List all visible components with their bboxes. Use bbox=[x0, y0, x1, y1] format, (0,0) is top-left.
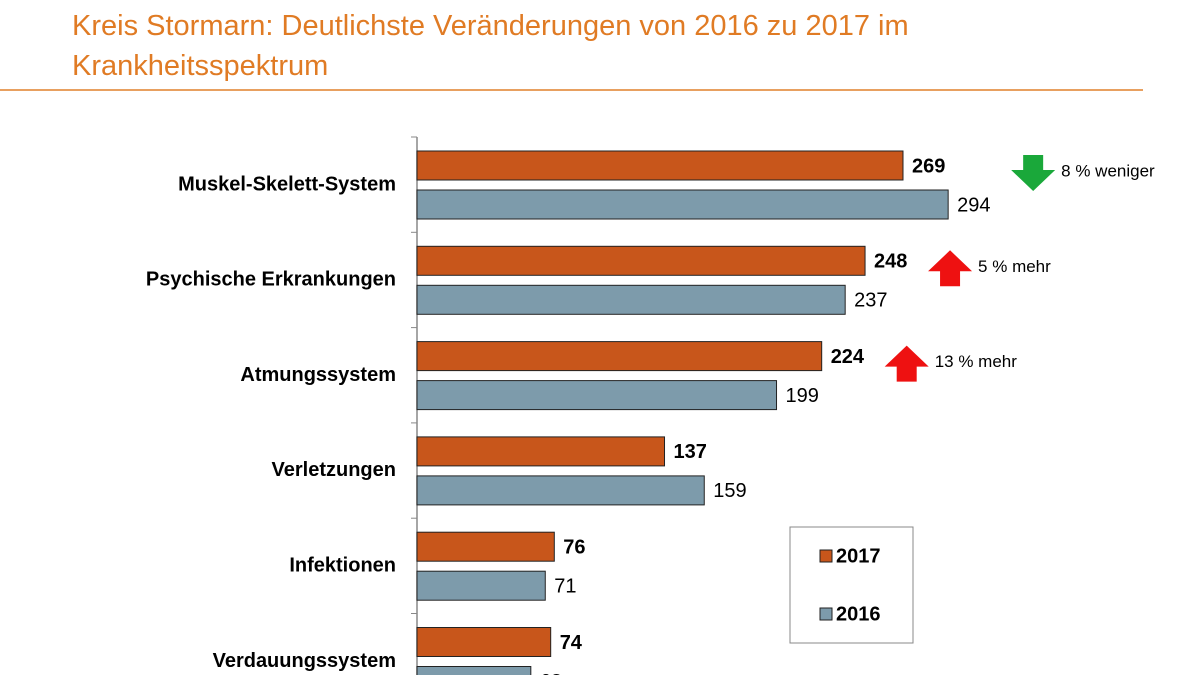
category-label: Verletzungen bbox=[272, 459, 396, 481]
bar bbox=[416, 189, 949, 220]
value-label: 199 bbox=[786, 385, 819, 407]
value-label: 237 bbox=[854, 290, 887, 312]
bar bbox=[416, 475, 705, 506]
value-label: 224 bbox=[831, 346, 865, 368]
value-label: 76 bbox=[563, 536, 585, 558]
bar bbox=[416, 570, 546, 601]
bar bbox=[416, 380, 778, 411]
legend-swatch bbox=[819, 549, 833, 563]
change-arrow bbox=[928, 250, 973, 287]
value-label: 159 bbox=[713, 480, 746, 502]
category-label: Muskel-Skelett-System bbox=[178, 173, 396, 195]
category-label: Atmungssystem bbox=[240, 364, 396, 386]
value-label: 137 bbox=[674, 441, 707, 463]
title-rule bbox=[0, 89, 1143, 91]
bar bbox=[416, 150, 904, 181]
legend-label: 2017 bbox=[836, 545, 881, 567]
category-label: Infektionen bbox=[289, 554, 396, 576]
value-label: 63 bbox=[540, 671, 562, 675]
change-arrow bbox=[1011, 155, 1056, 191]
value-label: 294 bbox=[957, 194, 990, 216]
bar bbox=[416, 531, 555, 562]
bar bbox=[416, 245, 866, 276]
legend-swatch bbox=[819, 607, 833, 621]
category-label: Psychische Erkrankungen bbox=[146, 269, 396, 291]
bar bbox=[416, 436, 666, 467]
value-label: 71 bbox=[554, 575, 576, 597]
annotation: 5 % mehr bbox=[978, 257, 1051, 276]
bar bbox=[416, 341, 823, 372]
bar bbox=[416, 666, 532, 675]
chart-title: Kreis Stormarn: Deutlichste Veränderunge… bbox=[72, 10, 909, 82]
bar bbox=[416, 627, 552, 657]
category-label: Verdauungssystem bbox=[213, 650, 396, 672]
legend-box bbox=[789, 526, 914, 644]
change-arrow bbox=[884, 345, 929, 382]
annotation: 8 % weniger bbox=[1061, 161, 1155, 180]
legend-label: 2016 bbox=[836, 603, 881, 625]
value-label: 269 bbox=[912, 155, 945, 177]
value-label: 74 bbox=[560, 632, 583, 654]
bar bbox=[416, 284, 846, 315]
value-label: 248 bbox=[874, 251, 907, 273]
annotation: 13 % mehr bbox=[935, 352, 1018, 371]
